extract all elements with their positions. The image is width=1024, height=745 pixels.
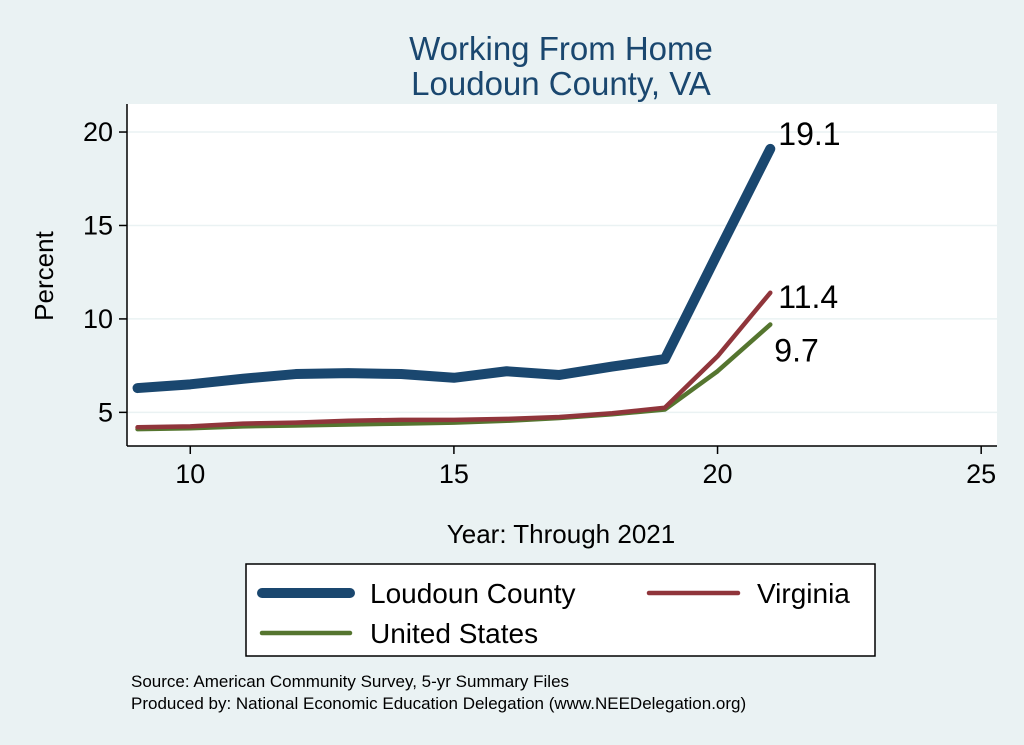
source-note: Source: American Community Survey, 5-yr … <box>131 672 569 691</box>
series-lines <box>132 143 776 432</box>
grid-lines <box>127 131 997 414</box>
plot-area <box>127 104 997 446</box>
legend-label: Virginia <box>757 578 850 609</box>
x-tick-label: 20 <box>703 459 733 489</box>
legend: Loudoun County Virginia United States <box>245 563 876 657</box>
producer-note: Produced by: National Economic Education… <box>131 694 746 713</box>
legend-box <box>245 563 876 657</box>
y-tick-label: 20 <box>83 117 113 147</box>
legend-label: Loudoun County <box>370 578 576 609</box>
end-label: 9.7 <box>774 333 818 369</box>
legend-label: United States <box>370 618 538 649</box>
x-tick-label: 25 <box>966 459 996 489</box>
axes: 5 10 15 20 10 15 20 25 <box>83 104 997 489</box>
x-tick-label: 15 <box>439 459 469 489</box>
end-label: 11.4 <box>778 279 838 315</box>
chart-title: Working From Home <box>409 30 713 67</box>
end-labels: 19.1 11.4 9.7 <box>774 116 840 369</box>
y-axis-title: Percent <box>29 230 59 320</box>
series-line-virginia <box>135 290 773 430</box>
x-axis-title: Year: Through 2021 <box>447 519 675 549</box>
y-tick-label: 5 <box>98 397 113 427</box>
end-label: 19.1 <box>778 116 840 152</box>
x-tick-label: 10 <box>175 459 205 489</box>
series-line-loudoun-county <box>132 143 776 394</box>
chart-subtitle: Loudoun County, VA <box>411 65 711 102</box>
y-tick-label: 15 <box>83 210 113 240</box>
y-tick-label: 10 <box>83 304 113 334</box>
